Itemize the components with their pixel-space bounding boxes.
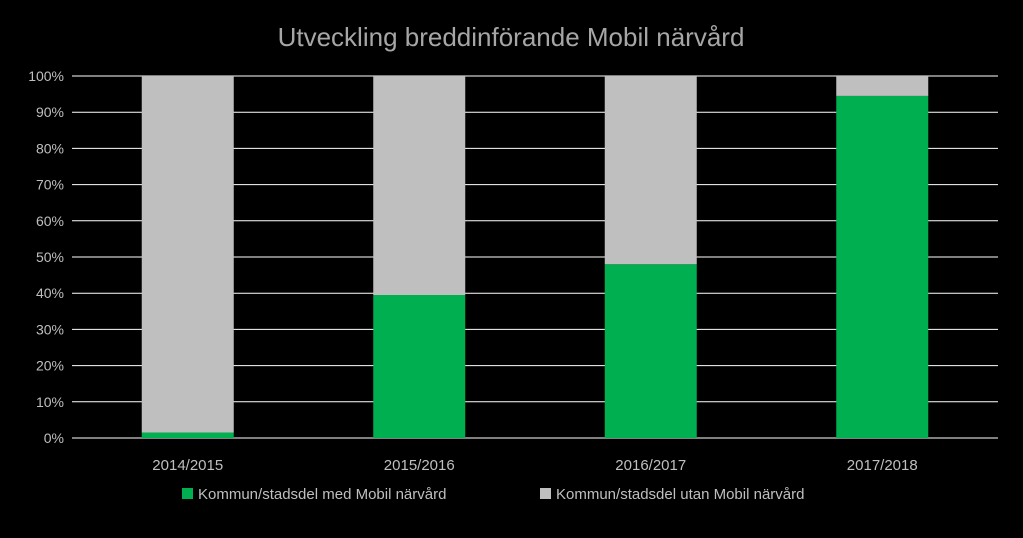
bar-segment-with — [373, 295, 466, 438]
bar-segment-with — [604, 264, 697, 438]
y-tick-label: 10% — [36, 394, 64, 410]
x-tick-label: 2017/2018 — [847, 457, 918, 474]
x-tick-label: 2016/2017 — [615, 457, 686, 474]
y-tick-label: 60% — [36, 213, 64, 229]
y-axis-tick-labels: 0% 10% 20% 30% 40% 50% 60% 70% 80% 90% 100% — [28, 68, 64, 446]
bar-segment-with — [141, 432, 234, 438]
legend-label: Kommun/stadsdel med Mobil närvård — [198, 486, 446, 503]
y-tick-label: 50% — [36, 249, 64, 265]
y-tick-label: 100% — [28, 68, 64, 84]
legend: Kommun/stadsdel med Mobil närvård Kommun/… — [182, 486, 804, 503]
x-tick-label: 2014/2015 — [152, 457, 223, 474]
x-axis-tick-labels: 2014/2015 2015/2016 2016/2017 2017/2018 — [152, 457, 917, 474]
bar-segment-without — [141, 76, 234, 433]
y-tick-label: 90% — [36, 104, 64, 120]
legend-swatch — [540, 488, 551, 499]
bars — [141, 76, 929, 438]
y-tick-label: 20% — [36, 358, 64, 374]
y-tick-label: 40% — [36, 285, 64, 301]
y-tick-label: 0% — [44, 430, 64, 446]
bar-segment-without — [836, 76, 929, 96]
y-tick-label: 30% — [36, 321, 64, 337]
legend-swatch — [182, 488, 193, 499]
bar-segment-without — [373, 76, 466, 296]
legend-label: Kommun/stadsdel utan Mobil närvård — [556, 486, 804, 503]
y-tick-label: 80% — [36, 140, 64, 156]
chart-title: Utveckling breddinförande Mobil närvård — [278, 22, 745, 52]
bar-segment-with — [836, 95, 929, 438]
x-tick-label: 2015/2016 — [384, 457, 455, 474]
bar-segment-without — [604, 76, 697, 265]
y-tick-label: 70% — [36, 177, 64, 193]
